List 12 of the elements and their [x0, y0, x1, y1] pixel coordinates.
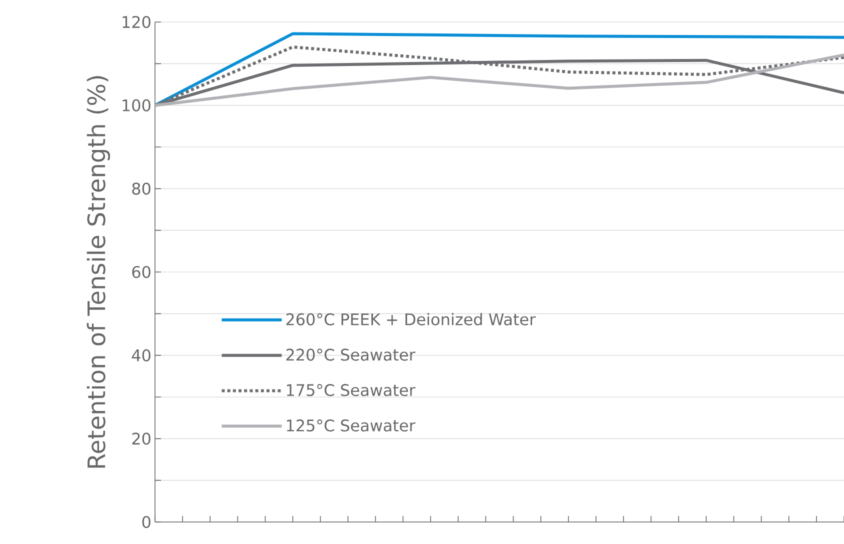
y-tick-label: 60 [132, 266, 150, 278]
y-tick-label: 100 [122, 99, 150, 112]
y-tick-label: 40 [132, 349, 150, 362]
y-tick-label: 80 [132, 182, 150, 195]
legend-label: 260°C PEEK + Deionized Water [286, 313, 536, 326]
y-tick-label: 0 [142, 516, 150, 528]
legend-label: 175°C Seawater [286, 384, 416, 396]
y-tick-label: 120 [122, 16, 150, 28]
y-axis-title: Retention of Tensile Strength (%) [86, 76, 110, 468]
legend-label: 125°C Seawater [286, 419, 416, 432]
y-tick-label: 20 [132, 432, 150, 445]
legend-label: 220°C Seawater [286, 348, 416, 361]
